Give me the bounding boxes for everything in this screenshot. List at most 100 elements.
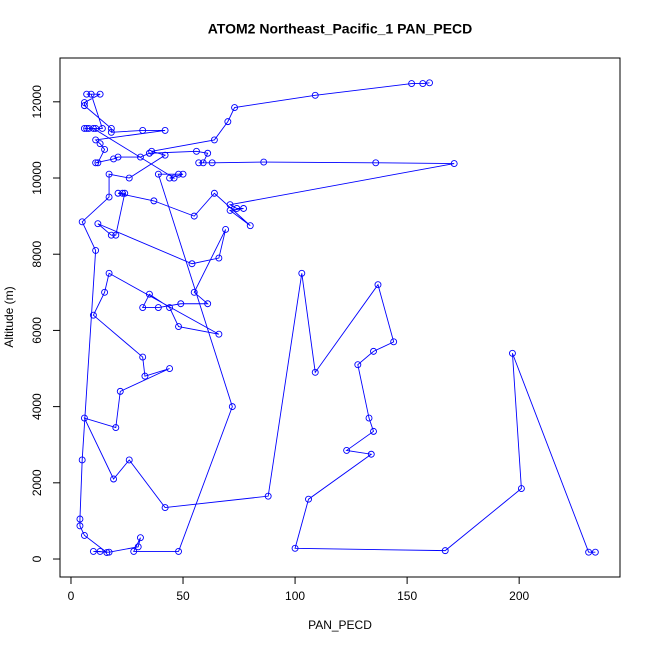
data-point — [114, 153, 122, 161]
data-point — [94, 159, 102, 167]
data-point — [101, 288, 109, 296]
data-point — [80, 531, 88, 539]
data-point — [591, 548, 599, 556]
data-point — [105, 193, 113, 201]
data-point — [175, 547, 182, 555]
data-point — [204, 149, 212, 157]
data-point — [145, 149, 153, 157]
data-point — [83, 90, 91, 98]
data-point — [175, 170, 182, 178]
data-point — [107, 125, 115, 132]
data-point — [215, 254, 223, 262]
data-point — [87, 90, 95, 98]
y-tick-label: 2000 — [30, 469, 44, 496]
data-point — [231, 104, 239, 111]
data-point — [343, 446, 351, 454]
x-axis-label: PAN_PECD — [308, 618, 372, 632]
data-point — [107, 128, 115, 136]
data-point — [89, 547, 97, 555]
data-point — [89, 311, 97, 319]
data-point — [365, 414, 373, 422]
data-point — [305, 495, 312, 503]
data-point — [264, 492, 272, 500]
data-point — [92, 125, 100, 132]
data-point — [116, 387, 124, 395]
data-point — [130, 547, 138, 555]
data-point — [210, 189, 218, 197]
chart-title: ATOM2 Northeast_Pacific_1 PAN_PECD — [208, 21, 473, 37]
data-point — [260, 158, 268, 166]
data-point — [76, 515, 84, 523]
data-point — [419, 80, 427, 87]
data-point — [408, 80, 416, 87]
data-point — [222, 226, 230, 233]
data-point — [121, 189, 129, 197]
data-point — [80, 102, 88, 110]
plot-frame — [59, 57, 621, 578]
data-point — [177, 300, 185, 308]
data-point — [311, 91, 319, 99]
data-point — [246, 222, 254, 230]
x-tick-label: 200 — [509, 589, 529, 603]
y-tick-label: 10000 — [30, 161, 44, 195]
data-line — [79, 82, 596, 553]
data-point — [226, 206, 234, 214]
data-point — [199, 159, 207, 167]
y-tick-label: 6000 — [30, 317, 44, 344]
data-point — [125, 456, 133, 464]
data-point — [139, 304, 147, 312]
data-point — [374, 281, 382, 289]
x-tick-label: 50 — [176, 589, 190, 603]
data-point — [193, 147, 200, 155]
data-point — [441, 547, 449, 555]
data-point — [105, 170, 113, 178]
data-point — [110, 475, 118, 483]
data-point — [85, 125, 93, 132]
data-point — [161, 151, 169, 159]
data-point — [154, 170, 162, 178]
data-point — [101, 145, 109, 153]
data-point — [139, 353, 147, 361]
data-point — [112, 231, 120, 239]
data-point — [240, 205, 247, 212]
data-point — [125, 174, 133, 182]
data-point — [139, 126, 147, 134]
data-point — [372, 159, 380, 167]
data-point — [114, 189, 122, 197]
data-point — [89, 125, 97, 132]
data-point — [148, 147, 156, 155]
data-point — [80, 125, 88, 132]
y-tick-label: 4000 — [30, 393, 44, 420]
data-point — [367, 450, 375, 458]
data-point — [585, 548, 593, 556]
x-tick-label: 150 — [397, 589, 417, 603]
data-point — [80, 414, 88, 422]
data-point — [96, 140, 104, 148]
data-point — [224, 118, 232, 126]
data-point — [190, 288, 198, 296]
data-point — [161, 126, 169, 134]
data-point — [208, 159, 216, 167]
y-tick-label: 0 — [30, 555, 44, 562]
data-point — [508, 349, 516, 357]
data-point — [166, 304, 174, 312]
data-point — [78, 456, 86, 464]
data-point — [370, 347, 377, 355]
x-tick-label: 100 — [285, 589, 305, 603]
data-point — [105, 269, 113, 277]
data-point — [105, 548, 113, 556]
data-point — [233, 205, 241, 212]
data-point — [136, 153, 144, 161]
data-point — [107, 231, 115, 239]
x-tick-label: 0 — [68, 589, 75, 603]
data-point — [134, 543, 142, 551]
data-point — [188, 260, 196, 268]
data-point — [76, 522, 84, 530]
data-point — [228, 403, 236, 411]
data-point — [370, 427, 377, 435]
data-point — [92, 246, 100, 254]
data-point — [517, 485, 525, 492]
data-point — [92, 136, 100, 144]
